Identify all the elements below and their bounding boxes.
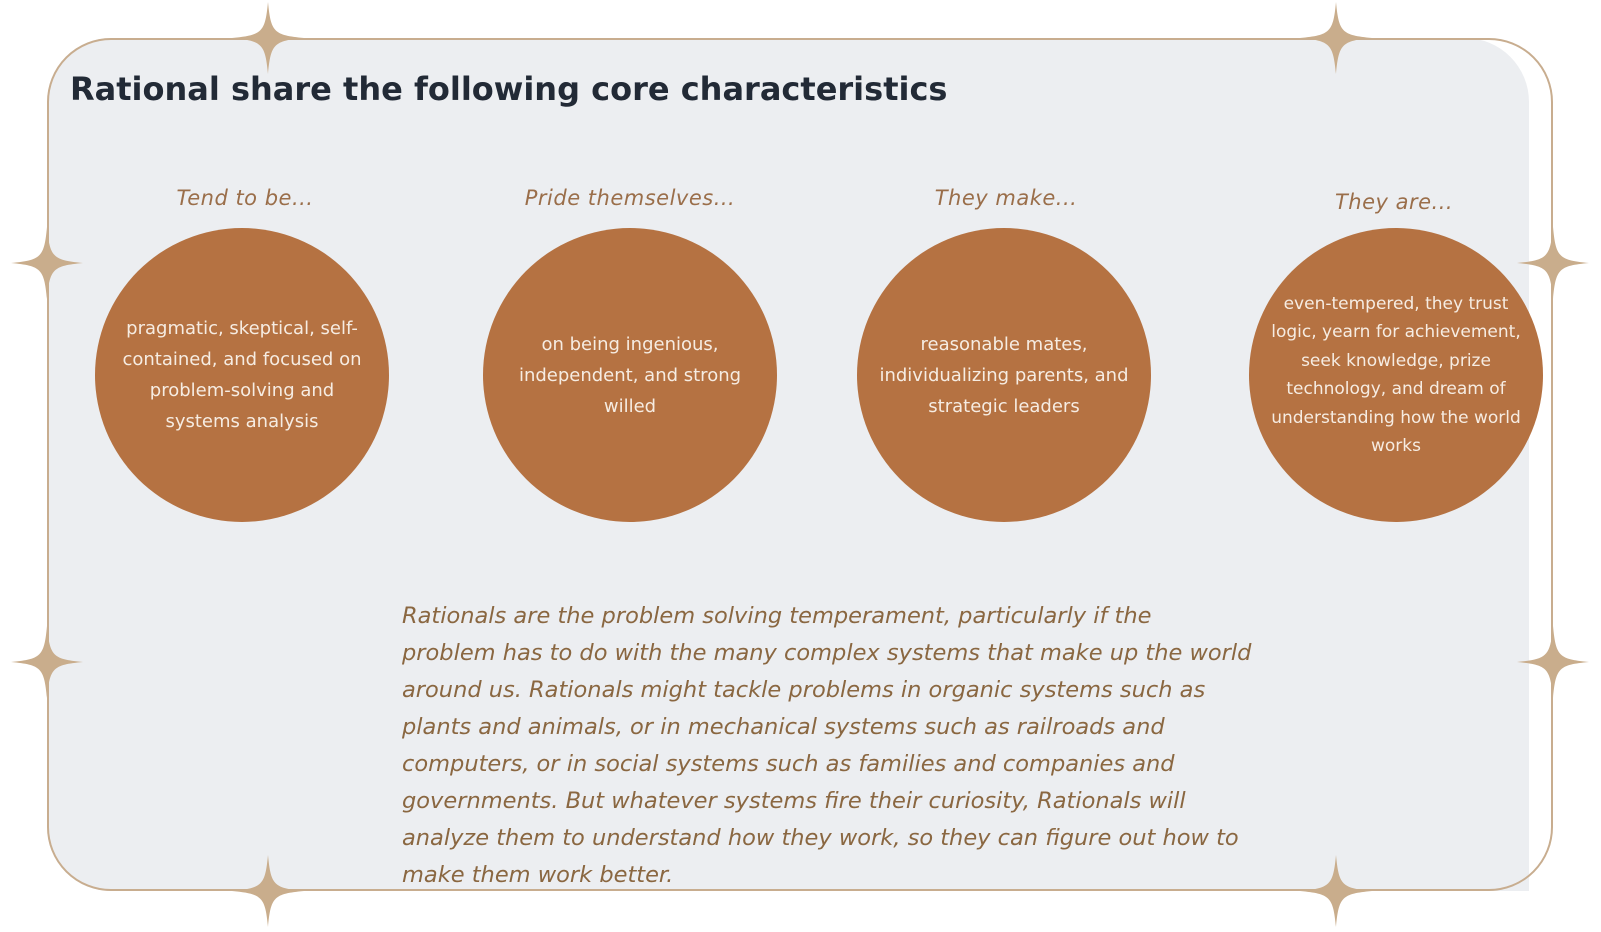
- description-paragraph: Rationals are the problem solving temper…: [402, 603, 1252, 888]
- trait-circle-they-make: reasonable mates, individualizing parent…: [857, 228, 1151, 522]
- four-point-star-icon: [1300, 855, 1372, 927]
- trait-circle-pride-themselves: on being ingenious, independent, and str…: [483, 228, 777, 522]
- column-heading-they-make: They make...: [856, 183, 1156, 213]
- four-point-star-icon: [11, 227, 83, 299]
- column-heading-label: Pride themselves...: [524, 186, 736, 210]
- four-point-star-icon: [1300, 2, 1372, 74]
- trait-circle-tend-to-be: pragmatic, skeptical, self-contained, an…: [95, 228, 389, 522]
- four-point-star-icon: [232, 2, 304, 74]
- four-point-star-icon: [1517, 227, 1589, 299]
- column-heading-tend-to-be: Tend to be...: [95, 183, 395, 213]
- column-heading-label: They make...: [934, 186, 1078, 210]
- trait-circle-they-are: even-tempered, they trust logic, yearn f…: [1249, 228, 1543, 522]
- column-heading-they-are: They are...: [1244, 187, 1544, 217]
- four-point-star-icon: [232, 855, 304, 927]
- four-point-star-icon: [11, 626, 83, 698]
- page-title: Rational share the following core charac…: [70, 70, 948, 108]
- decorative-frame: [47, 38, 1553, 891]
- four-point-star-icon: [1517, 626, 1589, 698]
- column-heading-pride-themselves: Pride themselves...: [480, 183, 780, 213]
- column-heading-label: Tend to be...: [176, 186, 314, 210]
- column-heading-label: They are...: [1334, 190, 1454, 214]
